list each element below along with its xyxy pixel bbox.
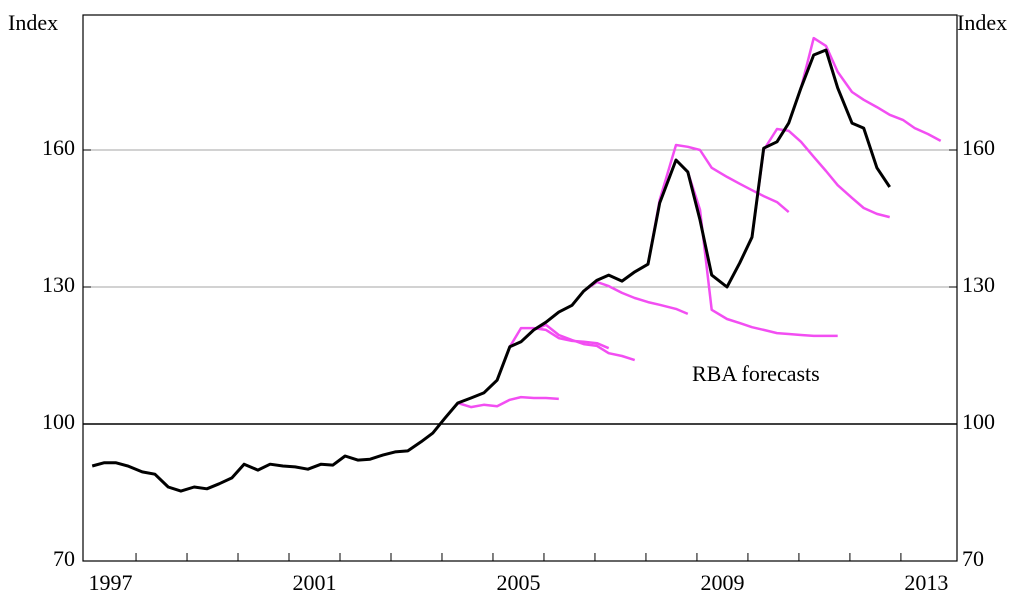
y-tick-label: 130	[42, 272, 75, 297]
y-tick-label: 100	[42, 409, 75, 434]
series-line	[533, 323, 636, 362]
y2-axis-label: Index	[957, 10, 1007, 35]
x-tick-label: 2013	[904, 570, 948, 595]
y2-tick-label: 160	[962, 135, 995, 160]
plot-frame	[82, 14, 958, 562]
x-tick-label: 1997	[89, 570, 133, 595]
y2-tick-label: 100	[962, 409, 995, 434]
series-line	[495, 326, 610, 381]
series-line	[582, 280, 689, 316]
series-line	[750, 127, 891, 238]
x-tick-label: 2009	[700, 570, 744, 595]
y2-tick-label: 130	[962, 272, 995, 297]
annotation: RBA forecasts	[692, 361, 820, 386]
series-line	[799, 36, 942, 143]
x-tick-label: 2001	[293, 570, 337, 595]
y-axis-label: Index	[8, 10, 58, 35]
y2-tick-label: 70	[962, 546, 984, 571]
series-line	[91, 48, 891, 493]
x-tick-label: 2005	[496, 570, 540, 595]
y-tick-label: 160	[42, 135, 75, 160]
series-line	[675, 159, 838, 338]
y-tick-label: 70	[53, 546, 75, 571]
series-line	[646, 143, 790, 265]
series-line	[457, 395, 559, 409]
